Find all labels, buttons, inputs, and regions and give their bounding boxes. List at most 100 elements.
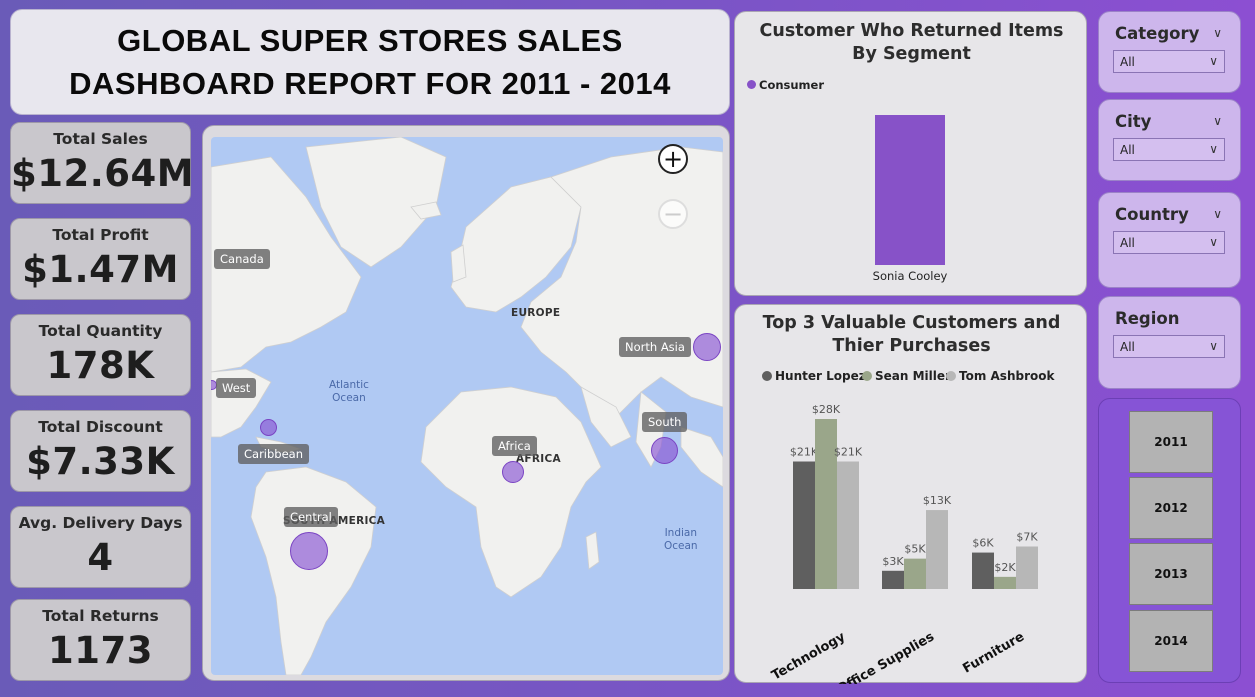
slicer-title: City [1115,112,1152,131]
data-label: $6K [972,537,994,550]
bar-sonia-cooley[interactable] [875,115,945,265]
kpi-value: $7.33K [26,440,175,483]
chevron-down-icon[interactable]: ∨ [1213,114,1222,128]
slicer-title: Country [1115,205,1189,224]
kpi-card-total-sales[interactable]: Total Sales $12.64M [10,122,195,204]
data-label: $21K [834,446,863,459]
report-title-line1: GLOBAL SUPER STORES SALES [117,23,623,58]
legend-label: Sean Miller [875,369,951,383]
legend-item-hunter-lopez[interactable]: Hunter Lopez [762,369,866,383]
slicer-title: Category [1115,24,1200,43]
year-button-2013[interactable]: 2013 [1129,543,1213,605]
map-label-north-asia: North Asia [619,337,691,357]
map-label-west: West [216,378,257,398]
report-title-card: GLOBAL SUPER STORES SALES DASHBOARD REPO… [10,9,730,115]
bar-office-supplies-tom-ashbrook[interactable] [926,510,948,589]
slicer-city[interactable]: City ∨ All ∨ [1098,99,1241,181]
map-label-central: Central [284,507,338,527]
continent-label-africa: AFRICA [516,453,561,465]
map-label-canada: Canada [214,249,270,269]
ocean-label-atlantic: Atlantic Ocean [329,379,369,404]
dropdown-value: All [1120,143,1135,157]
top-customers-chart-card: Top 3 Valuable Customers and Thier Purch… [734,304,1087,684]
kpi-value: $12.64M [11,152,195,195]
kpi-label: Total Profit [52,226,149,244]
x-tick-label: Office Supplies [835,629,937,684]
kpi-value: 178K [46,344,155,387]
slicer-category[interactable]: Category ∨ All ∨ [1098,11,1241,93]
legend-dot-icon [946,371,956,381]
category-dropdown[interactable]: All ∨ [1113,50,1225,73]
year-button-2012[interactable]: 2012 [1129,477,1213,539]
bar-technology-tom-ashbrook[interactable] [837,461,859,590]
dropdown-value: All [1120,236,1135,250]
data-label: $28K [812,403,841,416]
year-button-2011[interactable]: 2011 [1129,411,1213,473]
returned-items-chart-card: Customer Who Returned Items By Segment C… [734,11,1087,296]
bar-furniture-hunter-lopez[interactable] [972,552,994,589]
x-tick-label: Sonia Cooley [873,269,948,283]
map-label-caribbean: Caribbean [238,444,310,464]
chevron-down-icon[interactable]: ∨ [1213,26,1222,40]
data-label: $5K [904,543,926,556]
kpi-label: Avg. Delivery Days [18,514,183,532]
map-land-shapes [211,137,723,675]
bar-furniture-sean-miller[interactable] [994,576,1016,589]
chevron-down-icon[interactable]: ∨ [1213,207,1222,221]
legend-item-consumer[interactable]: Consumer [747,78,824,92]
data-label: $13K [923,494,952,507]
kpi-value: 4 [87,536,114,579]
year-button-2014[interactable]: 2014 [1129,610,1213,672]
bar-furniture-tom-ashbrook[interactable] [1016,546,1038,590]
kpi-value: $1.47M [22,248,179,291]
map-label-africa: Africa [492,436,537,456]
map-bubble-south[interactable] [651,437,678,464]
legend-dot-icon [762,371,772,381]
report-title: GLOBAL SUPER STORES SALES DASHBOARD REPO… [69,19,671,105]
zoom-in-button[interactable]: + [658,144,688,174]
plus-icon: + [662,145,684,173]
dropdown-value: All [1120,340,1135,354]
map-visual: + − Atlantic Ocean Indian Ocean EUROPE A… [202,125,730,681]
x-tick-label: Furniture [960,629,1027,676]
top-customers-plot: Hunter Lopez Sean Miller Tom Ashbrook $21K $… [762,369,1055,684]
map-bubble-africa[interactable] [502,461,524,483]
year-slicer: 2011 2012 2013 2014 [1098,398,1241,683]
kpi-card-total-returns[interactable]: Total Returns 1173 [10,599,191,681]
world-map[interactable]: + − Atlantic Ocean Indian Ocean EUROPE A… [211,137,723,675]
chevron-down-icon: ∨ [1209,54,1218,68]
kpi-card-avg-delivery-days[interactable]: Avg. Delivery Days 4 [10,506,191,588]
city-dropdown[interactable]: All ∨ [1113,138,1225,161]
slicer-country[interactable]: Country ∨ All ∨ [1098,192,1241,288]
chevron-down-icon: ∨ [1209,339,1218,353]
bar-technology-hunter-lopez[interactable] [793,461,815,590]
bar-technology-sean-miller[interactable] [815,419,837,589]
chart-title: Customer Who Returned Items By Segment [759,21,1064,64]
zoom-out-button[interactable]: − [658,199,688,229]
bar-office-supplies-sean-miller[interactable] [904,558,926,589]
kpi-card-total-profit[interactable]: Total Profit $1.47M [10,218,191,300]
kpi-label: Total Returns [42,607,159,625]
map-bubble-caribbean[interactable] [260,419,277,436]
legend-dot-icon [747,80,756,89]
data-label: $2K [994,561,1016,574]
country-dropdown[interactable]: All ∨ [1113,231,1225,254]
x-tick-label: Technology [769,629,848,683]
kpi-card-total-discount[interactable]: Total Discount $7.33K [10,410,191,492]
kpi-card-total-quantity[interactable]: Total Quantity 178K [10,314,191,396]
region-dropdown[interactable]: All ∨ [1113,335,1225,358]
legend-label: Hunter Lopez [775,369,866,383]
slicer-region[interactable]: Region All ∨ [1098,296,1241,389]
legend-item-tom-ashbrook[interactable]: Tom Ashbrook [946,369,1055,383]
map-bubble-central[interactable] [290,532,328,570]
returned-items-plot: Sonia Cooley [873,115,948,283]
legend-item-sean-miller[interactable]: Sean Miller [862,369,951,383]
bar-office-supplies-hunter-lopez[interactable] [882,570,904,589]
data-label: $21K [790,446,819,459]
report-title-line2: DASHBOARD REPORT FOR 2011 - 2014 [69,66,671,101]
kpi-label: Total Quantity [38,322,163,340]
legend-dot-icon [862,371,872,381]
kpi-label: Total Discount [38,418,163,436]
chevron-down-icon: ∨ [1209,235,1218,249]
map-bubble-north-asia[interactable] [693,333,721,361]
